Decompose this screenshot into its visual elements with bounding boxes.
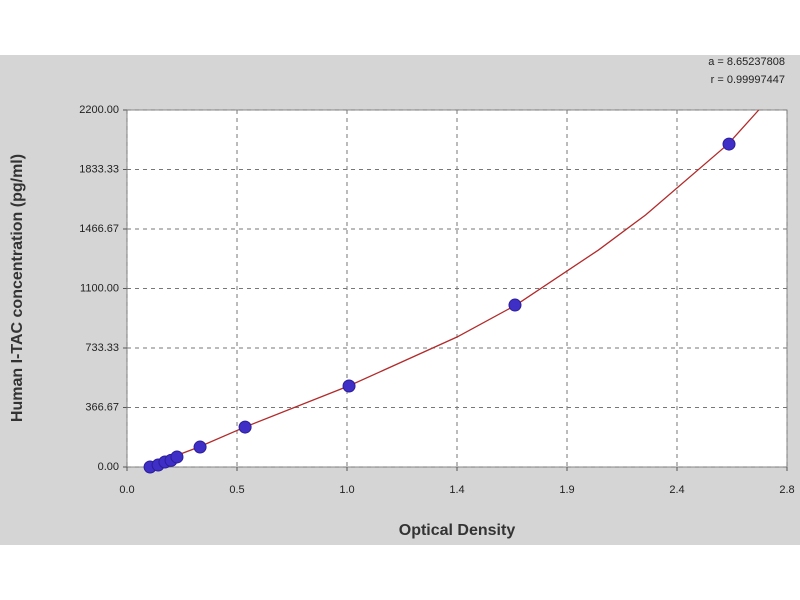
y-tick-label: 733.33	[85, 342, 119, 354]
x-tick-label: 2.8	[779, 484, 794, 496]
y-tick-label: 0.00	[98, 461, 119, 473]
y-tick-label: 1833.33	[79, 163, 119, 175]
y-tick-label: 366.67	[85, 401, 119, 413]
data-point	[170, 450, 184, 464]
y-tick-label: 2200.00	[79, 104, 119, 116]
y-axis-title: Human I-TAC concentration (pg/ml)	[9, 154, 26, 422]
x-axis-title: Optical Density	[399, 522, 516, 539]
y-tick-label: 1100.00	[80, 282, 119, 294]
data-point	[193, 440, 207, 454]
y-tick-label: 1466.67	[79, 223, 119, 235]
x-tick-label: 1.9	[559, 484, 574, 496]
data-point	[238, 420, 252, 434]
annotation: r = 0.99997447	[711, 74, 785, 86]
data-point	[508, 298, 522, 312]
x-tick-label: 0.5	[229, 484, 244, 496]
x-tick-label: 0.0	[119, 484, 134, 496]
x-tick-label: 1.0	[339, 484, 354, 496]
x-tick-label: 2.4	[669, 484, 684, 496]
annotation: a = 8.65237808	[708, 56, 785, 68]
data-point	[342, 379, 356, 393]
data-point	[722, 137, 736, 151]
fit-curve	[145, 109, 760, 468]
x-tick-label: 1.4	[449, 484, 464, 496]
